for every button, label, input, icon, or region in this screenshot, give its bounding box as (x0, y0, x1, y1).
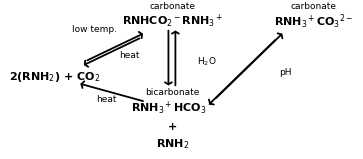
Text: +: + (168, 122, 177, 132)
Text: RNH$_3$$^+$CO$_3$$^{2-}$: RNH$_3$$^+$CO$_3$$^{2-}$ (274, 13, 353, 31)
Text: heat: heat (119, 51, 139, 60)
Text: heat: heat (96, 95, 117, 104)
Text: RNH$_2$: RNH$_2$ (156, 137, 189, 151)
Text: pH: pH (279, 68, 291, 77)
Text: low temp.: low temp. (72, 25, 117, 35)
Text: carbonate: carbonate (150, 2, 196, 11)
Text: RNHCO$_2$$^-$RNH$_3$$^+$: RNHCO$_2$$^-$RNH$_3$$^+$ (122, 13, 223, 31)
Text: 2(RNH$_2$) + CO$_2$: 2(RNH$_2$) + CO$_2$ (9, 70, 100, 84)
Text: bicarbonate: bicarbonate (146, 88, 200, 97)
Text: RNH$_3$$^+$HCO$_3$$^-$: RNH$_3$$^+$HCO$_3$$^-$ (131, 100, 215, 117)
Text: H$_2$O: H$_2$O (197, 56, 217, 68)
Text: carbonate: carbonate (290, 2, 337, 11)
